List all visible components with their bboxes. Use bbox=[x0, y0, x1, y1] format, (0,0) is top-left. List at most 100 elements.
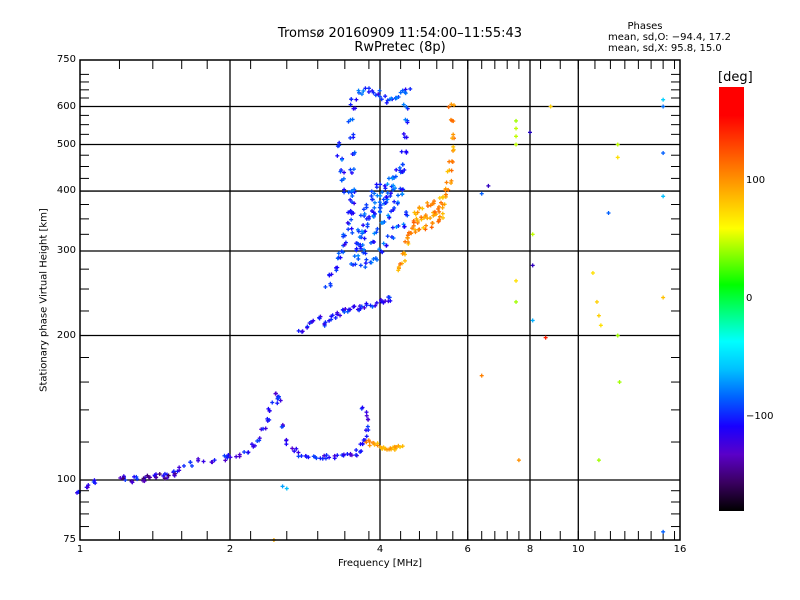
data-point bbox=[440, 215, 445, 220]
data-point bbox=[615, 155, 620, 160]
data-point bbox=[514, 126, 519, 131]
data-point bbox=[590, 270, 595, 275]
data-point bbox=[369, 260, 374, 265]
data-point bbox=[349, 453, 354, 458]
data-point bbox=[378, 182, 383, 187]
data-point bbox=[385, 182, 390, 187]
data-point bbox=[327, 318, 332, 323]
data-point bbox=[430, 220, 435, 225]
data-point bbox=[394, 167, 399, 172]
data-point bbox=[237, 454, 242, 459]
data-point bbox=[365, 424, 370, 429]
data-point bbox=[284, 437, 289, 442]
data-point bbox=[479, 191, 484, 196]
data-point bbox=[449, 159, 454, 164]
x-tick-label: 4 bbox=[376, 544, 384, 555]
data-point bbox=[373, 93, 378, 98]
data-point bbox=[400, 444, 405, 449]
data-point bbox=[360, 243, 365, 248]
data-point bbox=[369, 189, 374, 194]
data-point bbox=[400, 251, 405, 256]
data-point bbox=[278, 398, 283, 403]
chart-title: Tromsø 20160909 11:54:00–11:55:43 bbox=[277, 26, 523, 41]
data-point bbox=[310, 319, 315, 324]
y-tick-label: 75 bbox=[63, 534, 76, 545]
data-point bbox=[249, 442, 254, 447]
data-point bbox=[85, 485, 90, 490]
data-point bbox=[351, 106, 356, 111]
data-point bbox=[437, 214, 442, 219]
data-point bbox=[400, 169, 405, 174]
data-point bbox=[446, 105, 451, 110]
colorbar-label: [deg] bbox=[718, 70, 753, 85]
data-point bbox=[436, 219, 441, 224]
legend-line-x: mean, sd,X: 95.8, 15.0 bbox=[608, 43, 722, 54]
data-point bbox=[374, 185, 379, 190]
data-point bbox=[391, 183, 396, 188]
data-point bbox=[339, 157, 344, 162]
data-point bbox=[154, 475, 159, 480]
data-point bbox=[292, 449, 297, 454]
data-point bbox=[596, 458, 601, 463]
data-point bbox=[305, 325, 310, 330]
data-point bbox=[378, 297, 383, 302]
data-point bbox=[311, 454, 316, 459]
data-point bbox=[327, 273, 332, 278]
data-point bbox=[341, 176, 346, 181]
data-point bbox=[401, 131, 406, 136]
data-point bbox=[290, 446, 295, 451]
data-point bbox=[364, 301, 369, 306]
data-point bbox=[378, 193, 383, 198]
data-point bbox=[661, 97, 666, 102]
data-point bbox=[661, 295, 666, 300]
data-point bbox=[210, 460, 215, 465]
data-point bbox=[324, 453, 329, 458]
data-point bbox=[349, 261, 354, 266]
data-point bbox=[343, 306, 348, 311]
data-point bbox=[440, 211, 445, 216]
data-point bbox=[380, 250, 385, 255]
data-point bbox=[361, 250, 366, 255]
data-point bbox=[409, 231, 414, 236]
data-point bbox=[372, 205, 377, 210]
data-point bbox=[222, 453, 227, 458]
data-point bbox=[166, 473, 171, 478]
data-point bbox=[161, 473, 166, 478]
data-point bbox=[146, 475, 151, 480]
data-point bbox=[375, 441, 380, 446]
data-point bbox=[346, 210, 351, 215]
data-point bbox=[396, 268, 401, 273]
data-point bbox=[242, 450, 247, 455]
data-point bbox=[434, 212, 439, 217]
data-point bbox=[365, 222, 370, 227]
data-point bbox=[251, 444, 256, 449]
data-point bbox=[400, 192, 405, 197]
data-point bbox=[335, 256, 340, 261]
data-point bbox=[451, 147, 456, 152]
data-point bbox=[201, 459, 206, 464]
data-point bbox=[339, 178, 344, 183]
data-point bbox=[384, 243, 389, 248]
legend-line-o: mean, sd,O: −94.4, 17.2 bbox=[608, 32, 731, 43]
data-point bbox=[188, 460, 193, 465]
data-point bbox=[294, 446, 299, 451]
data-point bbox=[379, 220, 384, 225]
data-point bbox=[342, 170, 347, 175]
data-point bbox=[352, 187, 357, 192]
data-point bbox=[379, 97, 384, 102]
data-point bbox=[443, 188, 448, 193]
x-tick-label: 1 bbox=[76, 544, 84, 555]
data-point bbox=[342, 242, 347, 247]
data-point bbox=[387, 295, 392, 300]
data-point bbox=[416, 227, 421, 232]
data-point bbox=[362, 236, 367, 241]
data-point bbox=[366, 86, 371, 91]
y-tick-label: 300 bbox=[56, 245, 76, 256]
data-point bbox=[381, 197, 386, 202]
data-point bbox=[364, 202, 369, 207]
data-point bbox=[280, 484, 285, 489]
data-point bbox=[337, 140, 342, 145]
data-point bbox=[403, 239, 408, 244]
data-point bbox=[284, 486, 289, 491]
data-point bbox=[437, 209, 442, 214]
